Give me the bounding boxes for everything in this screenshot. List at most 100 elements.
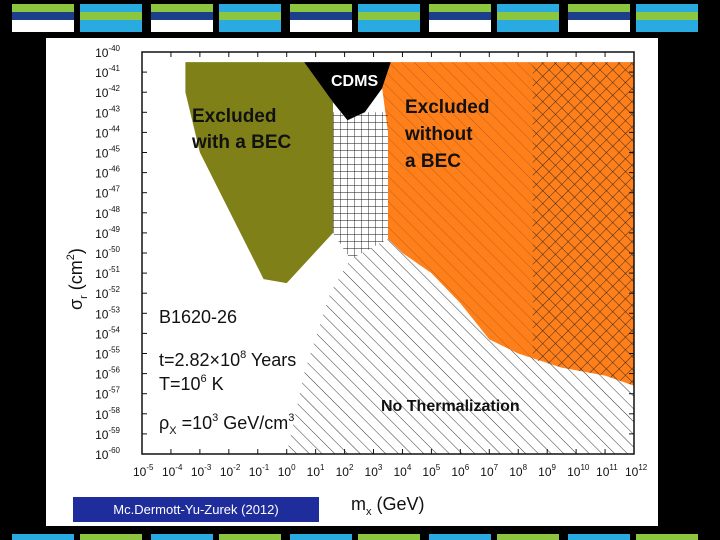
region-excluded-with-a-bec: [185, 62, 333, 284]
cdms-grid-overlay: [333, 112, 388, 259]
x-axis-ticks: 10-5 10-4 10-3 10-2 10-1 100 101 102 103 104 105 10…: [133, 52, 648, 479]
y-tick-label: 10-47: [95, 185, 120, 201]
y-tick-label: 10-54: [95, 325, 120, 341]
header-tile: [358, 20, 420, 32]
x-tick-label: 1011: [596, 463, 618, 479]
header-tile: [636, 12, 698, 20]
footer-tile: [12, 534, 74, 540]
x-tick-label: 100: [278, 463, 296, 479]
footer-tile: [358, 534, 420, 540]
y-tick-label: 10-57: [95, 386, 120, 402]
x-axis-title: mx (GeV): [351, 494, 425, 518]
footer-tile: [568, 534, 630, 540]
hatch-overlay-no-bec: [382, 62, 533, 360]
x-tick-label: 101: [307, 463, 325, 479]
x-tick-label: 104: [393, 463, 411, 479]
header-tile: [290, 4, 352, 12]
header-tile: [636, 20, 698, 32]
region-cdms: [304, 62, 391, 121]
header-tile: [429, 12, 491, 20]
header-tile: [497, 12, 559, 20]
header-tile: [568, 20, 630, 32]
y-tick-label: 10-42: [95, 84, 120, 100]
y-tick-label: 10-46: [95, 165, 120, 181]
header-tile: [290, 12, 352, 20]
region-label-no-thermalization: No Thermalization: [381, 398, 520, 415]
x-tick-label: 10-4: [162, 463, 183, 479]
header-tile: [12, 4, 74, 12]
header-tile: [290, 20, 352, 32]
temperature-label: T=106 K: [159, 373, 224, 394]
cross-hatch-overlay-2: [532, 62, 634, 386]
y-tick-label: 10-48: [95, 205, 120, 221]
header-tile: [568, 4, 630, 12]
header-tile: [636, 4, 698, 12]
x-tick-label: 109: [538, 463, 556, 479]
header-tile: [429, 20, 491, 32]
header-tile: [12, 20, 74, 32]
y-tick-label: 10-52: [95, 285, 120, 301]
age-label: t=2.82×108 Years: [159, 349, 296, 370]
header-tile: [80, 4, 142, 12]
y-tick-label: 10-58: [95, 406, 120, 422]
x-tick-label: 103: [365, 463, 383, 479]
y-axis-ticks: 10-40 10-41 10-42 10-43 10-44 10-45 10-46 10-47…: [95, 44, 634, 462]
decorative-header-bar: [0, 0, 720, 36]
citation-label: Mc.Dermott-Yu-Zurek (2012): [73, 497, 319, 522]
y-tick-label: 10-59: [95, 426, 120, 442]
header-tile: [497, 20, 559, 32]
x-tick-label: 102: [336, 463, 354, 479]
y-tick-label: 10-56: [95, 366, 120, 382]
density-label: ρX =103 GeV/cm3: [159, 412, 294, 437]
y-tick-label: 10-44: [95, 124, 120, 140]
y-tick-label: 10-49: [95, 225, 120, 241]
x-tick-label: 10-2: [220, 463, 241, 479]
header-tile: [151, 4, 213, 12]
region-label-no-bec: Excluded without a BEC: [404, 97, 495, 172]
y-tick-label: 10-53: [95, 305, 120, 321]
x-tick-label: 106: [451, 463, 469, 479]
y-tick-label: 10-51: [95, 265, 120, 281]
y-tick-label: 10-60: [95, 446, 120, 462]
x-tick-label: 108: [509, 463, 527, 479]
slide-panel: 10-40 10-41 10-42 10-43 10-44 10-45 10-46 10-47…: [46, 38, 658, 526]
x-tick-label: 10-5: [133, 463, 154, 479]
footer-tile: [219, 534, 281, 540]
header-tile: [151, 20, 213, 32]
region-no-thermalization: [286, 238, 634, 454]
x-tick-label: 107: [480, 463, 498, 479]
y-axis-title: σr(cm2): [65, 248, 90, 310]
footer-tile: [429, 534, 491, 540]
header-tile: [358, 4, 420, 12]
y-tick-label: 10-40: [95, 44, 120, 60]
y-tick-label: 10-55: [95, 346, 120, 362]
footer-tile: [636, 534, 698, 540]
footer-tile: [497, 534, 559, 540]
footer-tile: [290, 534, 352, 540]
y-tick-label: 10-50: [95, 245, 120, 261]
header-tile: [497, 4, 559, 12]
x-tick-label: 105: [422, 463, 440, 479]
header-tile: [12, 12, 74, 20]
footer-tile: [151, 534, 213, 540]
header-tile: [429, 4, 491, 12]
header-tile: [358, 12, 420, 20]
decorative-footer-bar: [0, 532, 720, 540]
header-tile: [568, 12, 630, 20]
y-tick-label: 10-43: [95, 104, 120, 120]
region-overlays: [333, 62, 634, 386]
header-tile: [219, 20, 281, 32]
x-tick-label: 10-1: [249, 463, 270, 479]
region-label-bec: Excluded with a BEC: [191, 106, 292, 153]
y-tick-label: 10-41: [95, 64, 120, 80]
footer-tile: [80, 534, 142, 540]
x-tick-label: 1010: [567, 463, 590, 479]
header-tile: [80, 12, 142, 20]
star-name-label: B1620-26: [159, 307, 237, 327]
y-tick-label: 10-45: [95, 145, 120, 161]
x-tick-label: 1012: [625, 463, 648, 479]
x-tick-label: 10-3: [191, 463, 212, 479]
exclusion-chart: 10-40 10-41 10-42 10-43 10-44 10-45 10-46 10-47…: [65, 44, 648, 518]
region-label-cdms: CDMS: [331, 73, 378, 90]
header-tile: [219, 12, 281, 20]
